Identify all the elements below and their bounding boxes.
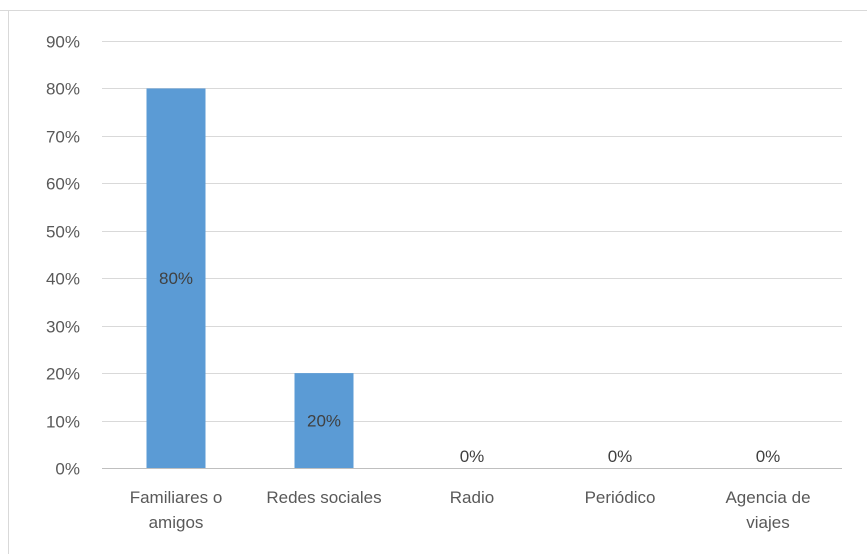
y-tick-label: 70%: [46, 128, 80, 147]
category-label: Radio: [450, 488, 494, 507]
data-label: 20%: [307, 412, 341, 431]
y-tick-label: 90%: [46, 33, 80, 52]
category-label: Redes sociales: [266, 488, 381, 507]
data-label: 80%: [159, 269, 193, 288]
y-tick-label: 30%: [46, 318, 80, 337]
y-tick-label: 0%: [55, 460, 80, 479]
bar: [294, 373, 354, 468]
category-labels: Familiares o amigos Redes sociales Radio Per…: [130, 488, 811, 532]
category-label-line: amigos: [149, 513, 204, 532]
data-labels: 80% 20% 0% 0% 0%: [159, 269, 780, 466]
category-label: Periódico: [585, 488, 656, 507]
y-axis-ticks: 0% 10% 20% 30% 40% 50% 60% 70% 80% 90%: [46, 33, 80, 479]
category-label-line: Periódico: [585, 488, 656, 507]
category-label-line: Redes sociales: [266, 488, 381, 507]
y-tick-label: 80%: [46, 80, 80, 99]
y-tick-label: 20%: [46, 365, 80, 384]
y-tick-label: 40%: [46, 270, 80, 289]
bar: [146, 88, 206, 468]
category-label: Familiares o amigos: [130, 488, 223, 532]
data-label: 0%: [460, 447, 485, 466]
category-label-line: Radio: [450, 488, 494, 507]
data-label: 0%: [756, 447, 781, 466]
category-label: Agencia de viajes: [725, 488, 810, 532]
category-label-line: Familiares o: [130, 488, 223, 507]
category-label-line: Agencia de: [725, 488, 810, 507]
y-tick-label: 50%: [46, 223, 80, 242]
gridlines: [102, 41, 842, 422]
y-tick-label: 10%: [46, 413, 80, 432]
y-tick-label: 60%: [46, 175, 80, 194]
category-label-line: viajes: [746, 513, 789, 532]
bars: [146, 88, 354, 468]
data-label: 0%: [608, 447, 633, 466]
